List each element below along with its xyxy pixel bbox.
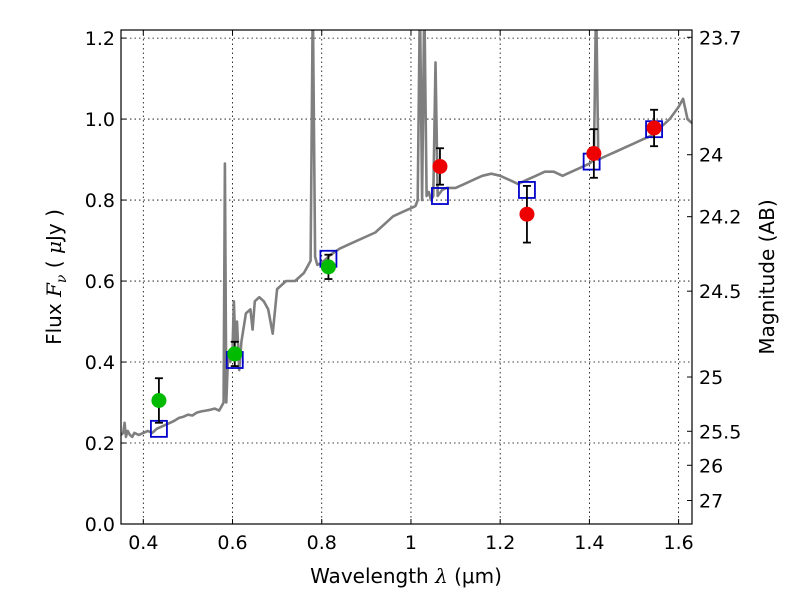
mag-tick-label: 24	[699, 145, 723, 167]
y-tick-label: 0.0	[85, 514, 115, 536]
x-tick-label: 0.6	[217, 532, 247, 554]
mag-tick-label: 24.2	[699, 207, 741, 229]
space-photometry-point	[646, 120, 662, 136]
space-photometry-point	[519, 206, 535, 222]
plot-area	[121, 30, 692, 439]
ground-photometry-point	[227, 346, 243, 362]
y-axis-label: Flux Fν ( μJy )	[42, 209, 70, 345]
y2-axis-label: Magnitude (AB)	[755, 199, 779, 354]
plot-frame	[120, 29, 693, 525]
x-axis-label: Wavelength λ (μm)	[310, 564, 502, 588]
markers	[150, 108, 663, 438]
mag-tick-label: 26	[699, 455, 723, 477]
grid-lines	[121, 30, 692, 524]
mag-tick-label: 27	[699, 491, 723, 513]
space-photometry-point	[432, 158, 448, 174]
x-tick-label: 1	[405, 532, 417, 554]
model-photometry-square	[431, 187, 449, 205]
y-tick-label: 1.2	[85, 28, 115, 50]
x-tick-label: 1.2	[485, 532, 515, 554]
axis-ticks	[121, 30, 692, 525]
ground-photometry-point	[151, 393, 167, 408]
y-tick-label: 0.8	[85, 190, 115, 212]
y-tick-label: 0.6	[85, 271, 115, 293]
mag-tick-label: 25	[699, 367, 723, 389]
y-tick-label: 1.0	[85, 109, 115, 131]
ground-photometry-point	[320, 259, 336, 275]
mag-tick-label: 24.5	[699, 281, 741, 303]
x-tick-label: 1.4	[574, 532, 604, 554]
x-tick-label: 0.8	[307, 532, 337, 554]
x-tick-label: 1.6	[664, 532, 694, 554]
x-tick-label: 0.4	[128, 532, 158, 554]
mag-tick-label: 23.7	[699, 27, 741, 49]
model-sed-line	[121, 30, 692, 439]
y-tick-label: 0.4	[85, 352, 115, 374]
y-tick-label: 0.2	[85, 433, 115, 455]
axis-tick-labels: 0.4 0.6 0.8 1 1.2 1.4 1.6 0.0 0.2 0.4 0.6 0.8 1.0 1.2…	[85, 27, 742, 554]
space-photometry-point	[586, 146, 602, 161]
mag-tick-label: 25.5	[699, 421, 741, 443]
